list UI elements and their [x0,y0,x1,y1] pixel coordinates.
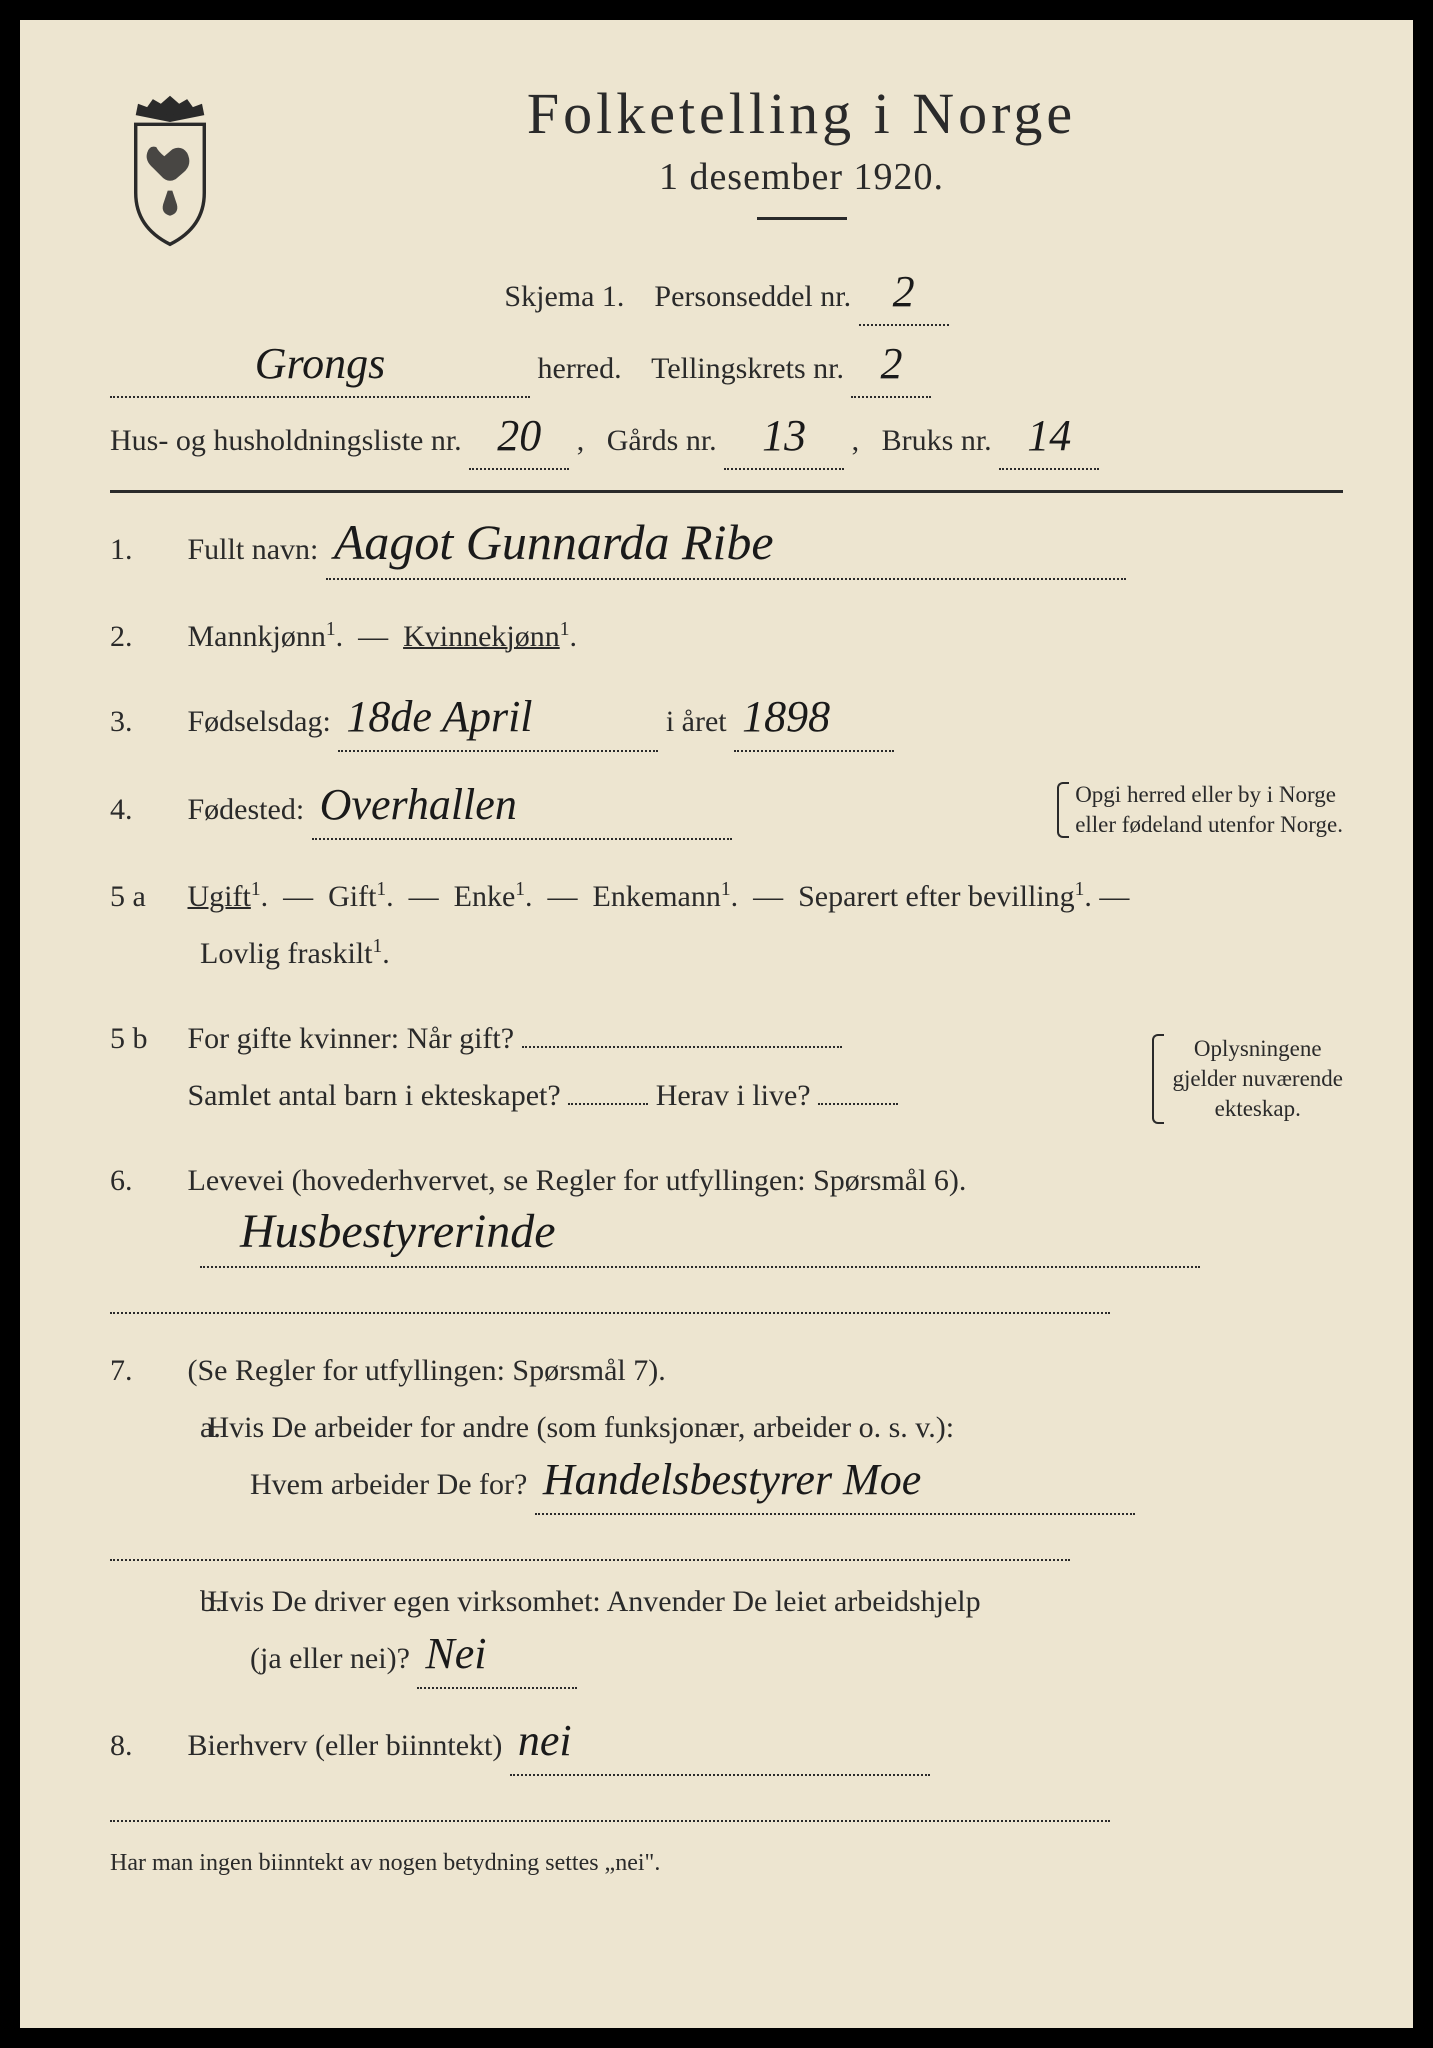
q5a-opt2: Gift [328,880,376,913]
gards-label: Gårds nr. [607,424,717,457]
sup-1b: 1 [560,619,570,640]
q5b-label3: Herav i live? [656,1079,811,1112]
q4-label: Fødested: [188,793,305,826]
q3-year: 1898 [734,693,894,752]
husliste-label: Hus- og husholdningsliste nr. [110,424,462,457]
skjema-label: Skjema 1. [504,280,624,313]
q2-num: 2. [110,608,180,665]
personseddel-label: Personseddel nr. [654,280,851,313]
meta-block: Skjema 1. Personseddel nr. 2 Grongs herr… [110,270,1343,470]
q3-day: 18de April [338,693,658,752]
q8-num: 8. [110,1717,180,1774]
herred-label: herred. [538,352,622,385]
q3-mid: i året [666,705,727,738]
husliste-nr: 20 [469,414,569,470]
question-5b: 5 b For gifte kvinner: Når gift? Samlet … [110,1010,1343,1124]
question-2: 2. Mannkjønn1. — Kvinnekjønn1. [110,608,1343,665]
q5a-num: 5 a [110,868,180,925]
q7a-value: Handelsbestyrer Moe [535,1456,1135,1515]
q2-opt2: Kvinnekjønn [403,620,560,653]
q5b-label1: For gifte kvinner: Når gift? [188,1022,515,1055]
q5b-fill1 [522,1046,842,1048]
q2-dash: — [358,620,388,653]
q5b-num: 5 b [110,1010,180,1067]
q3-num: 3. [110,693,180,750]
bruks-label: Bruks nr. [882,424,992,457]
q7-label: (Se Regler for utfyllingen: Spørsmål 7). [188,1354,666,1387]
question-3: 3. Fødselsdag: 18de April i året 1898 [110,693,1343,752]
q5b-note: Oplysningene gjelder nuværende ekteskap. [1152,1034,1343,1124]
q5a-opt4: Enkemann [593,880,721,913]
q5a-opt1: Ugift [188,880,251,913]
q1-label: Fullt navn: [188,533,319,566]
q7b-value: Nei [417,1630,577,1689]
q7b-num: b. [110,1573,200,1630]
question-1: 1. Fullt navn: Aagot Gunnarda Ribe [110,521,1343,580]
personseddel-nr: 2 [859,270,949,326]
q6-label: Levevei (hovederhvervet, se Regler for u… [188,1164,967,1197]
question-8: 8. Bierhverv (eller biinntekt) nei [110,1717,1343,1822]
header-text: Folketelling i Norge 1 desember 1920. [260,80,1343,250]
meta-line-1: Skjema 1. Personseddel nr. 2 [110,270,1343,326]
q4-value: Overhallen [312,781,732,840]
tellingskrets-nr: 2 [851,342,931,398]
meta-line-2: Grongs herred. Tellingskrets nr. 2 [110,342,1343,398]
q2-opt1: Mannkjønn [188,620,326,653]
question-7: 7. (Se Regler for utfyllingen: Spørsmål … [110,1342,1343,1689]
coat-of-arms-icon [110,90,230,250]
q4-note2: eller fødeland utenfor Norge. [1075,810,1343,840]
page-subtitle: 1 desember 1920. [260,155,1343,199]
q7b-q: (ja eller nei)? [110,1642,410,1675]
page-title: Folketelling i Norge [260,80,1343,147]
q5a-opt5: Separert efter bevilling [798,880,1075,913]
herred-value: Grongs [110,342,530,398]
question-5a: 5 a Ugift1. — Gift1. — Enke1. — Enkemann… [110,868,1343,982]
q5b-fill2 [568,1103,648,1105]
tellingskrets-label: Tellingskrets nr. [651,352,844,385]
census-form-page: Folketelling i Norge 1 desember 1920. Sk… [0,0,1433,2048]
q6-fill2 [110,1274,1110,1314]
q5a-opt6: Lovlig fraskilt [110,937,372,970]
q5a-opt3: Enke [454,880,516,913]
q7a-fill2 [110,1521,1070,1561]
q3-label: Fødselsdag: [188,705,331,738]
main-divider [110,490,1343,493]
q7b-text: Hvis De driver egen virksomhet: Anvender… [208,1585,981,1618]
q7a-q: Hvem arbeider De for? [110,1468,527,1501]
question-6: 6. Levevei (hovederhvervet, se Regler fo… [110,1152,1343,1314]
q7a-num: a. [110,1399,200,1456]
divider [757,217,847,220]
q8-label: Bierhverv (eller biinntekt) [188,1729,503,1762]
question-4: 4. Fødested: Overhallen Opgi herred elle… [110,780,1343,840]
q1-value: Aagot Gunnarda Ribe [326,521,1126,580]
q8-value: nei [510,1717,930,1776]
q7-num: 7. [110,1342,180,1399]
q6-num: 6. [110,1152,180,1209]
q7a-text: Hvis De arbeider for andre (som funksjon… [208,1411,955,1444]
q6-value-line: Husbestyrerinde [110,1209,1343,1268]
gards-nr: 13 [724,414,844,470]
bruks-nr: 14 [999,414,1099,470]
sup-1: 1 [326,619,336,640]
meta-line-3: Hus- og husholdningsliste nr. 20 , Gårds… [110,414,1343,470]
q4-num: 4. [110,781,180,838]
q5b-fill3 [818,1103,898,1105]
footnote: Har man ingen biinntekt av nogen betydni… [110,1850,1343,1877]
q4-note: Opgi herred eller by i Norge eller fødel… [1057,780,1343,840]
q1-num: 1. [110,521,180,578]
header: Folketelling i Norge 1 desember 1920. [110,80,1343,250]
q4-note1: Opgi herred eller by i Norge [1075,780,1343,810]
q8-fill2 [110,1782,1110,1822]
q5b-label2: Samlet antal barn i ekteskapet? [188,1079,561,1112]
